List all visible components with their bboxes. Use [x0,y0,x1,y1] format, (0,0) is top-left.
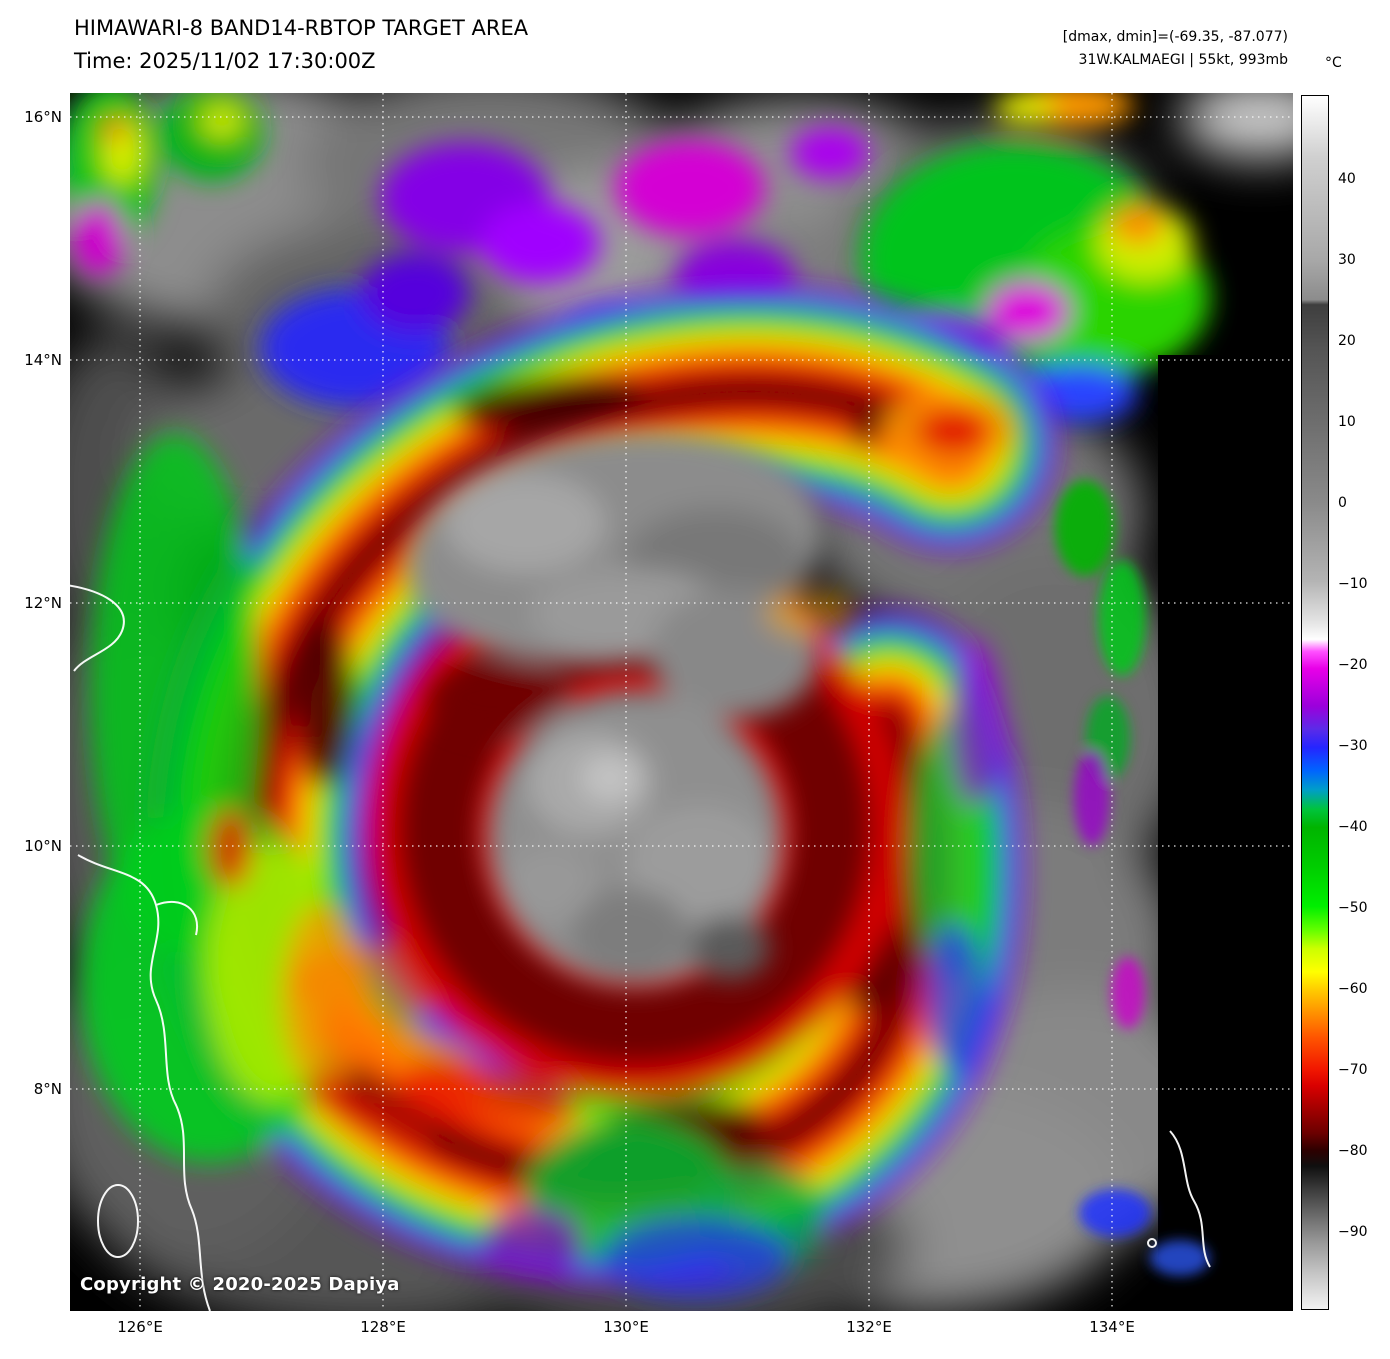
colorbar-tick-label: −60 [1338,981,1368,997]
lat-axis-label: 16°N [24,108,62,126]
typhoon-band [80,367,1014,1300]
dmax-dmin-readout: [dmax, dmin]=(-69.35, -87.077) [1062,29,1288,45]
copyright-watermark: Copyright © 2020-2025 Dapiya [80,1274,400,1295]
east-column-patches [1055,480,1210,1276]
lon-axis-label: 126°E [117,1318,163,1336]
graticule-grid [70,93,1293,1311]
colorbar-tick-label: −30 [1338,738,1368,754]
scan-edge-black [1158,355,1293,1311]
temperature-colorbar [1301,95,1329,1310]
colorbar-tick-label: −20 [1338,657,1368,673]
lon-axis-label: 132°E [846,1318,892,1336]
lat-axis-label: 10°N [24,837,62,855]
lon-axis-label: 134°E [1089,1318,1135,1336]
colorbar-tick-label: 0 [1338,495,1347,511]
warm-core-clouds [406,431,855,986]
figure-timestamp: Time: 2025/11/02 17:30:00Z [74,49,376,73]
colorbar-tick-label: −50 [1338,900,1368,916]
figure-header-left: HIMAWARI-8 BAND14-RBTOP TARGET AREA Time… [74,12,528,78]
storm-info: 31W.KALMAEGI | 55kt, 993mb [1078,52,1288,68]
lon-axis-label: 130°E [603,1318,649,1336]
colorbar-tick-label: 10 [1338,414,1356,430]
lat-axis-label: 12°N [24,594,62,612]
colorbar-tick-label: −70 [1338,1062,1368,1078]
figure-header-right: [dmax, dmin]=(-69.35, -87.077) 31W.KALMA… [1063,26,1288,72]
colorbar-tick-label: 20 [1338,333,1356,349]
colorbar-tick-label: −90 [1338,1224,1368,1240]
colorbar-tick-label: −10 [1338,576,1368,592]
colorbar-tick-label: 40 [1338,171,1356,187]
satellite-map: Copyright © 2020-2025 Dapiya [70,93,1293,1311]
figure-title: HIMAWARI-8 BAND14-RBTOP TARGET AREA [74,16,529,40]
colorbar-tick-label: 30 [1338,252,1356,268]
satellite-image [70,93,1293,1311]
coastlines [70,584,1211,1311]
lat-axis-label: 14°N [24,351,62,369]
colorbar-tick-label: −40 [1338,819,1368,835]
edge-convection-patches [70,93,1210,440]
lat-axis-label: 8°N [33,1080,62,1098]
colorbar-unit-label: °C [1325,55,1342,71]
lon-axis-label: 128°E [360,1318,406,1336]
colorbar-tick-label: −80 [1338,1143,1368,1159]
